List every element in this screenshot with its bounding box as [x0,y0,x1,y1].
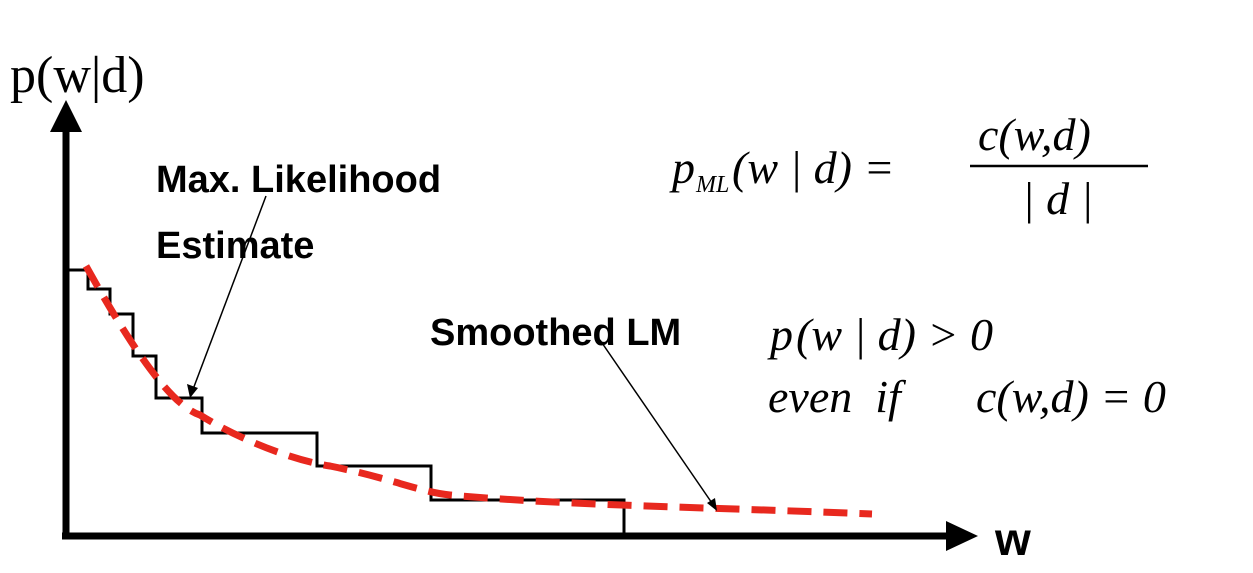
smoothed-lm-pointer [599,339,715,507]
positivity-formula: p (w | d) > 0 [767,309,993,360]
ml-estimate-label-line1: Max. Likelihood [156,159,441,201]
ml-step-curve [66,268,626,536]
ml-estimate-label-line2: Estimate [156,225,314,267]
positivity-formula-p: p [767,309,793,360]
y-axis-label: p(w|d) [10,47,145,104]
ml-estimate-pointer [191,195,267,393]
ml-formula: p ML (w | d) = c(w,d) | d | [669,109,1148,224]
x-axis-label: w [994,513,1031,565]
ml-formula-numerator: c(w,d) [978,109,1091,160]
even-if-lead: even if [768,371,907,422]
smoothed-lm-curve [82,264,873,518]
smoothed-lm-label: Smoothed LM [430,312,681,354]
x-axis-arrowhead [946,521,978,551]
positivity-formula-rest: (w | d) > 0 [796,309,993,360]
even-if-formula: even if c(w,d) = 0 [768,371,1166,422]
ml-formula-p: p [669,142,695,193]
ml-formula-denominator: | d | [1022,173,1093,224]
y-axis-arrowhead [50,100,82,132]
smoothed-lm-pointer-head [707,498,717,511]
ml-formula-subscript: ML [695,172,729,198]
ml-estimate-pointer-head [187,384,198,398]
even-if-rest: c(w,d) = 0 [976,371,1166,422]
ml-formula-args: (w | d) = [732,142,895,193]
